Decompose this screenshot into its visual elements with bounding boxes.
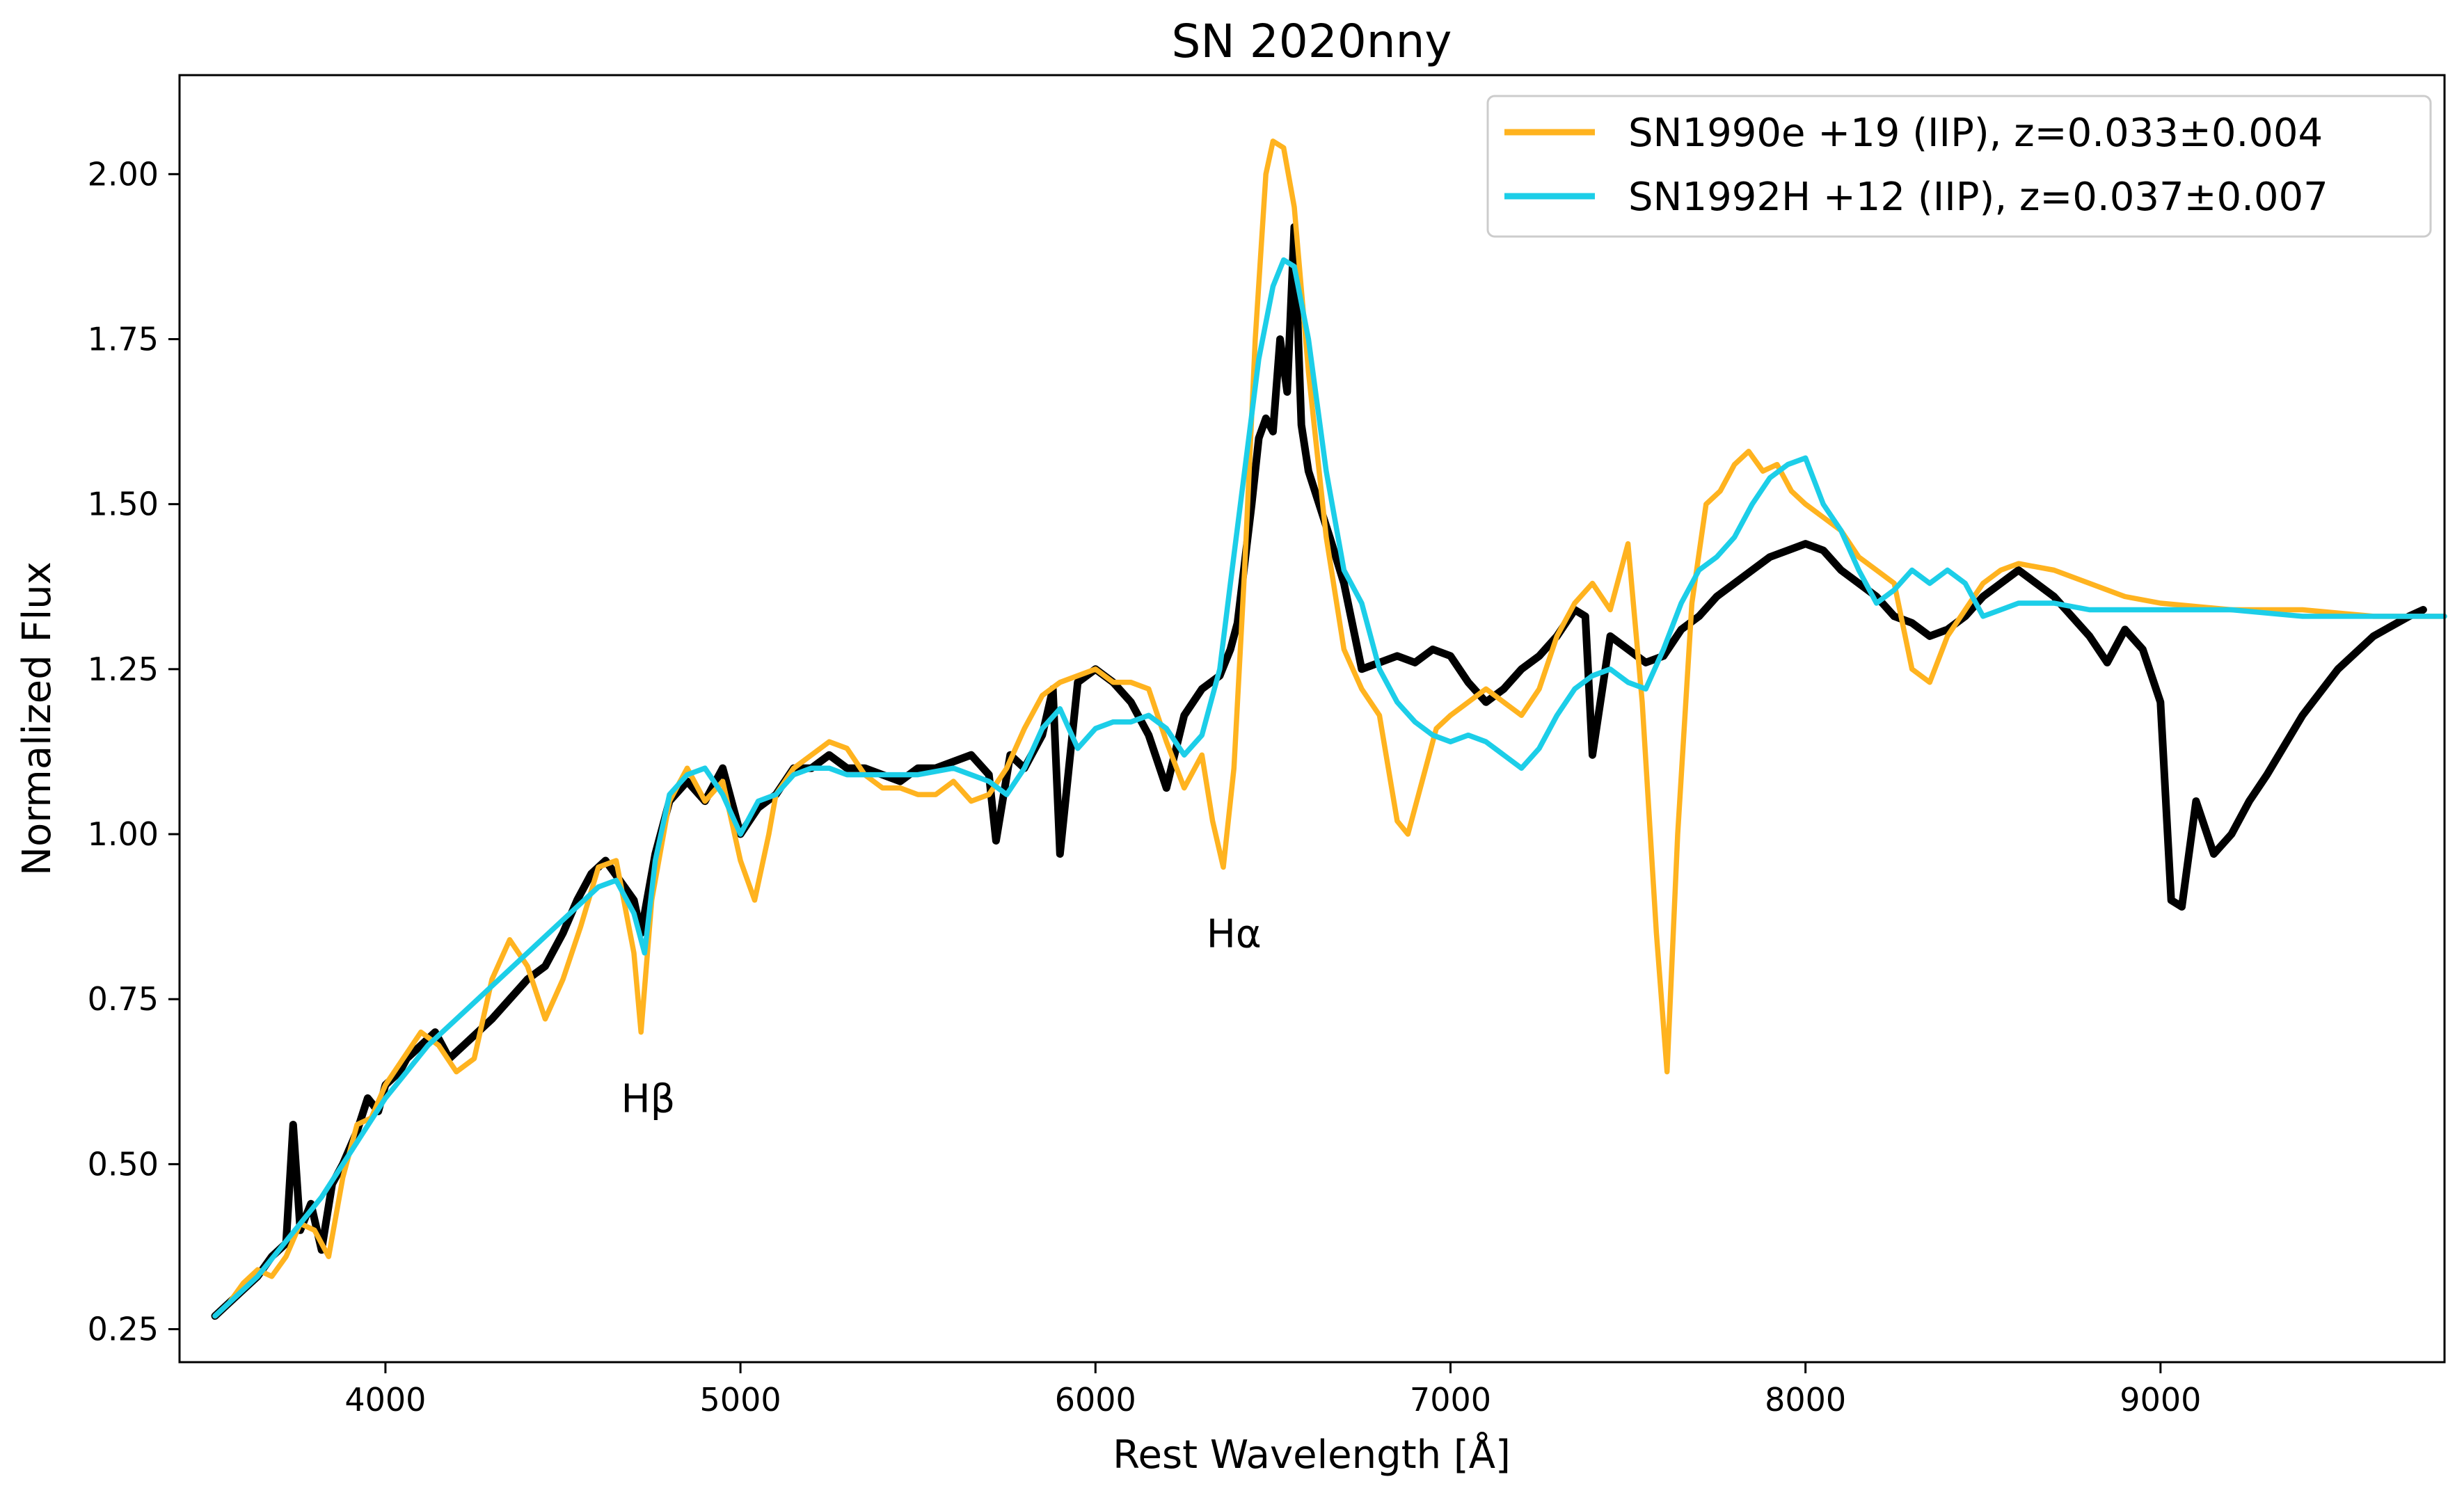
x-tick-label: 9000: [2120, 1381, 2201, 1419]
y-tick-label: 2.00: [88, 155, 159, 193]
x-tick-label: 7000: [1410, 1381, 1491, 1419]
legend-entry-sn1990e: SN1990e +19 (IIP), z=0.033±0.004: [1628, 111, 2323, 156]
y-axis-label: Normalized Flux: [15, 561, 60, 876]
plot-frame: [178, 74, 2446, 1364]
sn1992h-template-line: [212, 257, 2447, 1319]
y-tick-label: 0.25: [88, 1311, 159, 1348]
y-axis: 0.25 0.50 0.75 1.00 1.25 1.50 1.75 2.00: [88, 155, 180, 1348]
x-tick-label: 5000: [700, 1381, 781, 1419]
line-annotation: Hβ: [621, 1077, 676, 1122]
series-layer: [211, 138, 2447, 1320]
annotation-layer: Hβ Hα: [621, 911, 1262, 1121]
x-tick-label: 6000: [1055, 1381, 1136, 1419]
y-tick-label: 0.50: [88, 1145, 159, 1183]
legend-box: [1486, 95, 2432, 238]
x-axis-label: Rest Wavelength [Å]: [1113, 1432, 1511, 1478]
y-tick-label: 1.50: [88, 486, 159, 523]
legend-entry-sn1992h: SN1992H +12 (IIP), z=0.037±0.007: [1628, 175, 2328, 220]
chart-title: SN 2020nny: [1172, 15, 1452, 68]
x-tick-label: 8000: [1765, 1381, 1846, 1419]
x-tick-label: 4000: [344, 1381, 426, 1419]
y-tick-label: 0.75: [88, 980, 159, 1018]
y-tick-label: 1.75: [88, 320, 159, 358]
y-tick-label: 1.25: [88, 650, 159, 688]
observed-spectrum-line: [211, 223, 2427, 1320]
legend: SN1990e +19 (IIP), z=0.033±0.004 SN1992H…: [1486, 95, 2432, 238]
sn1990e-template-line: [212, 138, 2447, 1319]
x-axis: 4000 5000 6000 7000 8000 9000: [344, 1362, 2201, 1419]
line-annotation: Hα: [1207, 911, 1262, 957]
y-tick-label: 1.00: [88, 815, 159, 853]
